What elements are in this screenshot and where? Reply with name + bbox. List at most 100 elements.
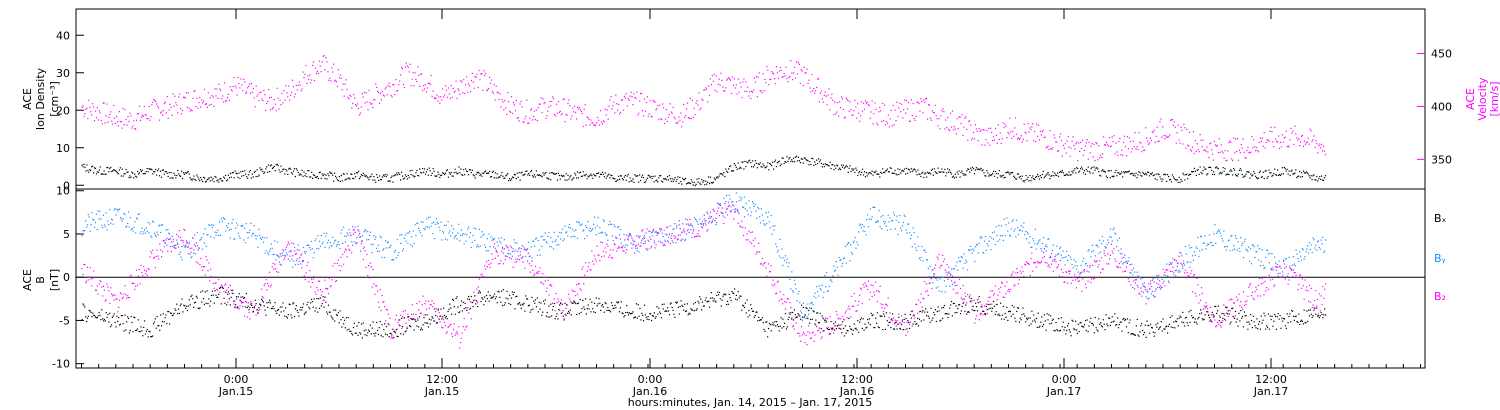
bz-point [801, 334, 804, 336]
density-point [785, 161, 787, 163]
by-point [122, 218, 124, 220]
velocity-point [708, 94, 711, 96]
by-point [117, 210, 119, 212]
density-point [475, 173, 477, 176]
density-point [449, 173, 451, 175]
density-point [801, 158, 803, 160]
density-point [257, 175, 259, 178]
velocity-point [306, 82, 308, 85]
velocity-point [1228, 142, 1230, 144]
density-point [1280, 173, 1283, 175]
density-point [1129, 173, 1131, 175]
velocity-point [351, 107, 353, 109]
velocity-point [571, 115, 573, 117]
velocity-point [648, 113, 650, 115]
velocity-point [1206, 146, 1208, 148]
bz-point [562, 309, 564, 312]
velocity-point [630, 91, 632, 93]
velocity-point [614, 112, 616, 114]
velocity-point [401, 68, 404, 70]
by-point [1111, 240, 1113, 242]
by-point [736, 208, 738, 210]
by-point [1169, 262, 1171, 264]
velocity-point [1199, 134, 1201, 136]
velocity-point [414, 72, 416, 74]
velocity-point [849, 101, 851, 103]
by-point [949, 285, 951, 287]
bz-point [843, 319, 846, 321]
by-point [778, 255, 780, 257]
by-point [1291, 264, 1294, 266]
density-point [891, 172, 893, 174]
density-point [531, 169, 533, 172]
density-point [1289, 174, 1291, 177]
by-point [538, 249, 540, 251]
density-point [654, 175, 656, 177]
density-point [1121, 171, 1123, 173]
density-point [237, 176, 239, 178]
bz-point [754, 237, 756, 240]
by-point [716, 222, 718, 224]
by-point [93, 219, 95, 221]
by-point [868, 218, 871, 220]
velocity-point [1037, 124, 1040, 126]
by-point [742, 206, 745, 209]
by-point [363, 230, 365, 233]
velocity-point [186, 106, 188, 108]
by-point [136, 218, 139, 220]
velocity-point [819, 92, 822, 94]
velocity-point [165, 112, 167, 114]
bz-point [417, 317, 419, 319]
bz-point [784, 308, 787, 310]
density-point [1078, 171, 1080, 173]
density-point [984, 175, 986, 177]
density-point [1140, 174, 1142, 176]
density-point [428, 167, 430, 169]
density-point [521, 171, 523, 173]
bz-point [601, 256, 603, 258]
density-point [1230, 169, 1232, 171]
density-point [863, 171, 866, 173]
by-point [273, 253, 275, 256]
density-point [121, 168, 123, 170]
bz-point [489, 266, 491, 269]
density-point [924, 173, 926, 175]
by-point [1242, 256, 1245, 259]
bz-point [117, 311, 119, 313]
bz-point [797, 332, 799, 334]
by-point [362, 247, 364, 250]
by-point [591, 229, 593, 231]
by-point [382, 249, 384, 251]
by-point [1014, 228, 1016, 230]
density-point [836, 164, 838, 166]
by-point [315, 238, 317, 240]
density-point [1122, 176, 1124, 178]
density-point [487, 172, 490, 174]
by-point [153, 232, 156, 234]
density-point [1104, 171, 1107, 173]
by-point [330, 245, 332, 247]
velocity-point [612, 105, 614, 107]
density-point [972, 168, 975, 170]
velocity-point [504, 100, 506, 102]
by-point [659, 230, 662, 232]
velocity-point [247, 85, 250, 88]
by-point [475, 228, 477, 230]
velocity-point [1116, 151, 1118, 153]
density-point [841, 166, 844, 168]
velocity-point [1299, 141, 1302, 143]
velocity-point [813, 88, 815, 90]
by-point [418, 229, 421, 232]
density-point [1046, 173, 1048, 175]
density-point [133, 177, 135, 179]
density-point [586, 178, 588, 180]
density-point [897, 168, 899, 170]
velocity-point [364, 102, 366, 104]
by-point [188, 241, 190, 243]
density-point [1185, 174, 1187, 176]
bz-point [596, 245, 598, 247]
bz-point [361, 240, 363, 242]
by-point [311, 248, 314, 250]
bz-point [340, 256, 342, 258]
by-point [1002, 239, 1004, 242]
